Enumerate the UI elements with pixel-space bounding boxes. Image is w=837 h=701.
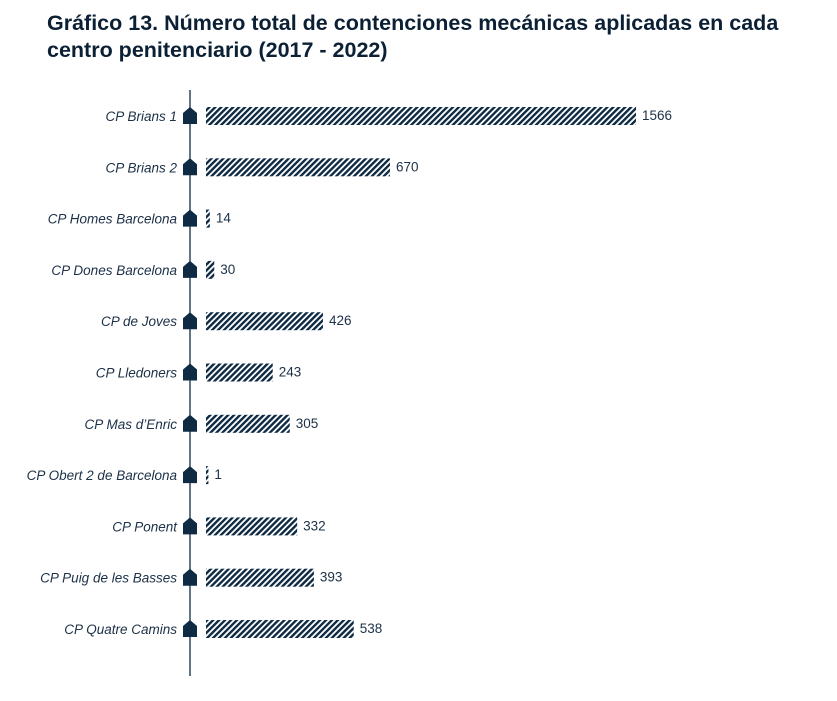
category-label: CP Puig de les Basses <box>40 571 177 586</box>
value-label: 1 <box>214 467 222 482</box>
bar <box>206 466 209 485</box>
bar <box>206 363 273 382</box>
value-label: 30 <box>220 262 235 277</box>
chart-title: Gráfico 13. Número total de contenciones… <box>47 11 779 62</box>
category-label: CP Dones Barcelona <box>51 263 177 278</box>
bar <box>206 620 354 638</box>
category-label: CP Ponent <box>112 519 178 534</box>
value-label: 14 <box>216 211 232 226</box>
bar <box>206 517 298 536</box>
house-marker-icon <box>183 620 197 637</box>
house-marker-icon <box>183 312 197 330</box>
bar <box>206 260 215 279</box>
value-label: 538 <box>360 621 383 636</box>
house-marker-icon <box>183 158 197 176</box>
value-label: 243 <box>279 365 302 380</box>
bar <box>206 312 323 331</box>
category-label: CP Homes Barcelona <box>48 212 178 227</box>
bar <box>206 414 290 433</box>
house-marker-icon <box>183 363 197 381</box>
value-label: 1566 <box>642 108 672 123</box>
bar <box>206 158 390 177</box>
category-label: CP Mas d’Enric <box>84 417 177 432</box>
category-label: CP Quatre Camins <box>64 622 177 637</box>
house-marker-icon <box>183 568 197 586</box>
house-marker-icon <box>183 209 197 227</box>
category-label: CP Lledoners <box>96 366 178 381</box>
value-label: 305 <box>296 416 319 431</box>
category-label: CP de Joves <box>101 314 177 329</box>
category-label: CP Brians 2 <box>105 160 177 175</box>
house-marker-icon <box>183 414 197 432</box>
bar <box>206 209 210 228</box>
house-marker-icon <box>183 107 197 124</box>
bar <box>206 568 314 587</box>
house-marker-icon <box>183 260 197 278</box>
category-label: CP Brians 1 <box>105 109 177 124</box>
value-label: 393 <box>320 570 343 585</box>
house-marker-icon <box>183 517 197 535</box>
bar <box>206 107 636 125</box>
house-marker-icon <box>183 466 197 484</box>
category-label: CP Obert 2 de Barcelona <box>27 468 178 483</box>
value-label: 332 <box>303 518 326 533</box>
value-label: 670 <box>396 159 419 174</box>
value-label: 426 <box>329 313 352 328</box>
